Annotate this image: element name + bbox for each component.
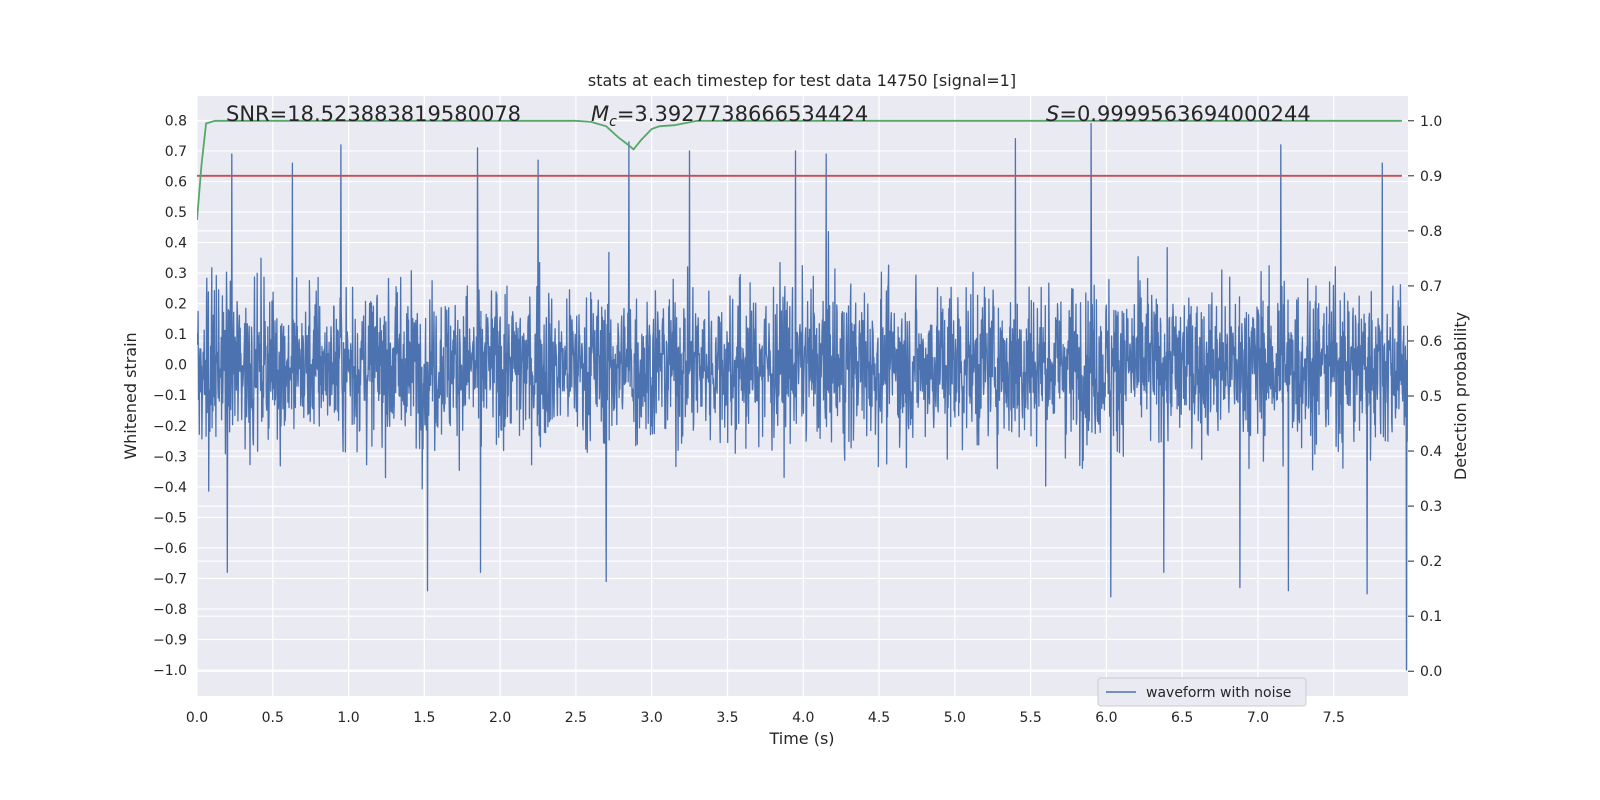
y-tick-label: −0.8 — [153, 602, 187, 618]
x-tick-label: 5.0 — [944, 710, 966, 726]
y-tick-label: −0.2 — [153, 419, 187, 435]
x-tick-label: 2.0 — [489, 710, 511, 726]
y-tick-label: 0.4 — [165, 236, 187, 252]
legend-label-waveform: waveform with noise — [1146, 685, 1291, 701]
y2-tick-label: 0.2 — [1420, 554, 1442, 570]
chart-title: stats at each timestep for test data 147… — [588, 71, 1016, 90]
y-tick-label: 0.2 — [165, 297, 187, 313]
y-tick-label: −0.5 — [153, 510, 187, 526]
y-tick-label: 0.8 — [165, 113, 187, 129]
x-tick-label: 6.0 — [1095, 710, 1117, 726]
x-tick-label: 5.5 — [1019, 710, 1041, 726]
y2-tick-label: 0.7 — [1420, 279, 1442, 295]
x-tick-label: 0.5 — [262, 710, 284, 726]
x-tick-label: 4.5 — [868, 710, 890, 726]
y-tick-label: −0.3 — [153, 449, 187, 465]
x-tick-label: 7.0 — [1247, 710, 1269, 726]
x-axis-label: Time (s) — [768, 729, 834, 748]
x-tick-label: 4.0 — [792, 710, 814, 726]
y2-tick-label: 0.9 — [1420, 169, 1442, 185]
y2-tick-label: 0.0 — [1420, 664, 1442, 680]
y-tick-label: −0.7 — [153, 571, 187, 587]
y-tick-label: 0.5 — [165, 205, 187, 221]
chirp-mass-annotation: Mc=3.3927738666534424 — [591, 102, 868, 130]
probability-series — [197, 119, 1402, 220]
y2-tick-label: 0.5 — [1420, 389, 1442, 405]
y2-tick-label: 0.8 — [1420, 224, 1442, 240]
score-annotation: S=0.9999563694000244 — [1046, 102, 1311, 126]
legend: waveform with noise — [1097, 677, 1307, 707]
strain-series — [197, 122, 1408, 671]
x-tick-label: 3.0 — [641, 710, 663, 726]
y-tick-label: −0.4 — [153, 480, 187, 496]
y-axis-label: Whitened strain — [121, 332, 140, 459]
y-tick-label: 0.7 — [165, 144, 187, 160]
y-tick-label: −0.6 — [153, 541, 187, 557]
y-tick-label: 0.0 — [165, 358, 187, 374]
y2-axis-label: Detection probability — [1451, 312, 1470, 480]
y2-tick-label: 1.0 — [1420, 114, 1442, 130]
detection-probability-line — [197, 119, 1402, 220]
x-tick-label: 6.5 — [1171, 710, 1193, 726]
y2-tick-label: 0.1 — [1420, 609, 1442, 625]
waveform-with-noise-line — [197, 122, 1408, 671]
y-tick-label: −1.0 — [153, 663, 187, 679]
y2-tick-label: 0.3 — [1420, 499, 1442, 515]
y-tick-label: 0.6 — [165, 174, 187, 190]
y-tick-label: −0.9 — [153, 633, 187, 649]
snr-annotation: SNR=18.523883819580078 — [226, 102, 521, 126]
y-tick-label: −0.1 — [153, 388, 187, 404]
x-tick-label: 1.0 — [337, 710, 359, 726]
legend-box — [1097, 677, 1307, 707]
x-tick-label: 3.5 — [716, 710, 738, 726]
axes: 0.0 0.5 1.0 1.5 2.0 2.5 3.0 3.5 4.0 4.5 5.0 5.5 6.0 6… — [153, 113, 1442, 726]
y2-tick-label: 0.6 — [1420, 334, 1442, 350]
x-tick-label: 7.5 — [1323, 710, 1345, 726]
y-tick-label: 0.1 — [165, 327, 187, 343]
x-tick-label: 1.5 — [413, 710, 435, 726]
y2-tick-label: 0.4 — [1420, 444, 1442, 460]
x-tick-label: 0.0 — [186, 710, 208, 726]
y-tick-label: 0.3 — [165, 266, 187, 282]
x-tick-label: 2.5 — [565, 710, 587, 726]
